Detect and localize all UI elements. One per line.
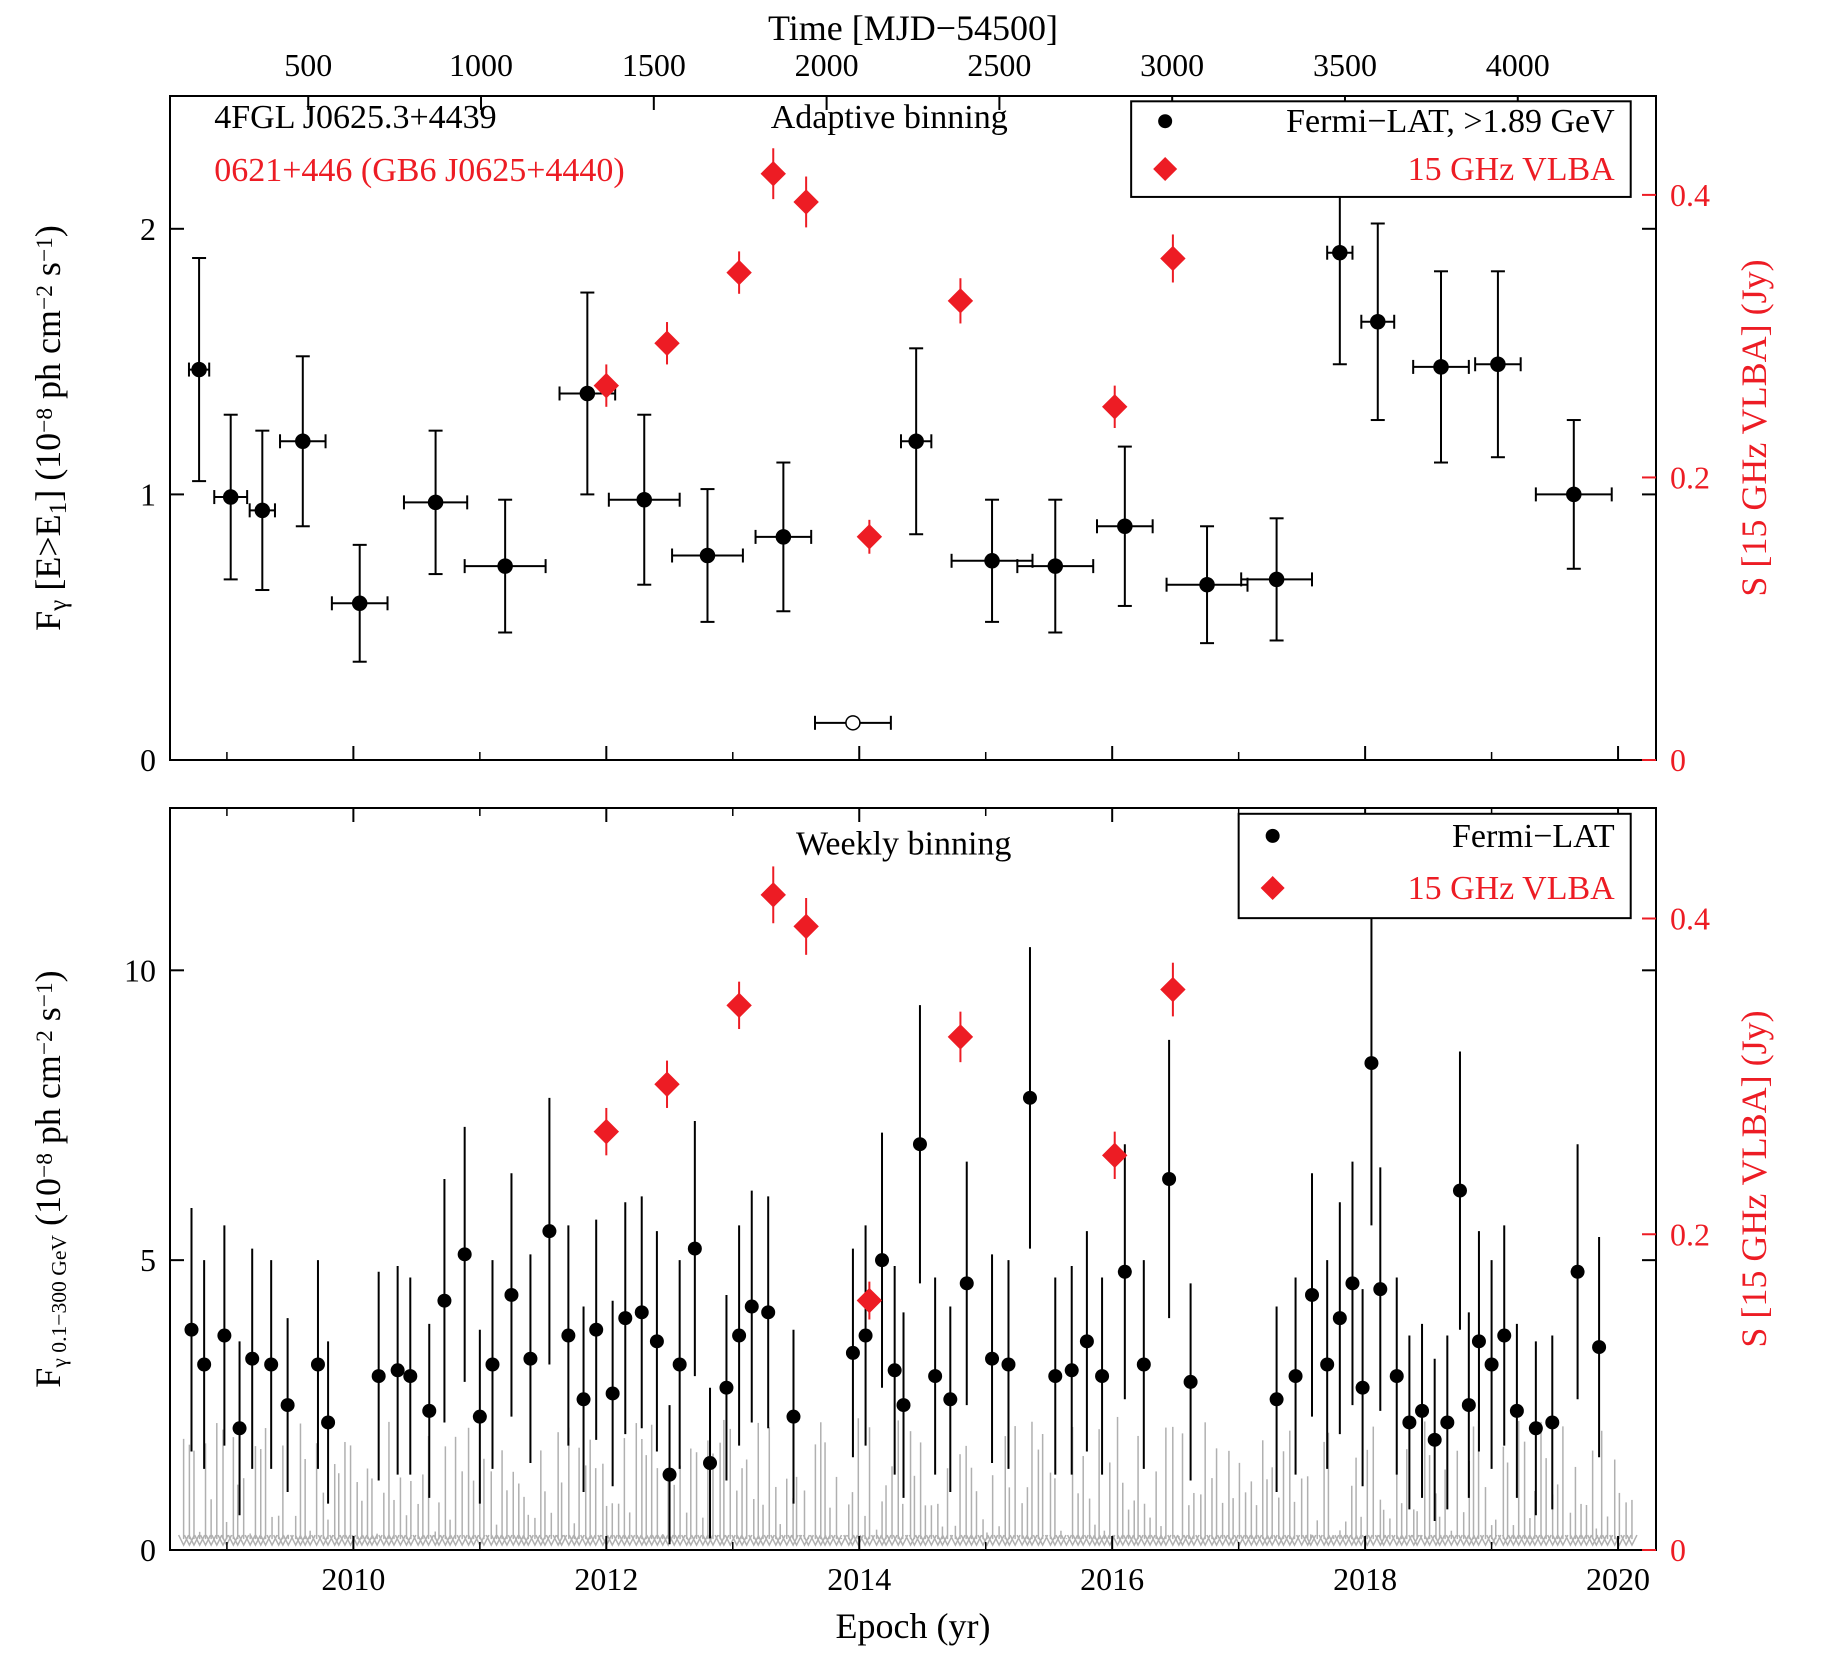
svg-text:0: 0 bbox=[140, 1532, 156, 1568]
svg-text:0621+446 (GB6 J0625+4440): 0621+446 (GB6 J0625+4440) bbox=[214, 152, 624, 189]
svg-text:4000: 4000 bbox=[1486, 47, 1550, 83]
svg-text:0.4: 0.4 bbox=[1670, 901, 1710, 937]
svg-text:2: 2 bbox=[140, 211, 156, 247]
svg-text:0: 0 bbox=[1670, 742, 1686, 778]
svg-text:2020: 2020 bbox=[1586, 1561, 1650, 1597]
svg-text:10: 10 bbox=[124, 952, 156, 988]
svg-text:2500: 2500 bbox=[967, 47, 1031, 83]
svg-text:0.2: 0.2 bbox=[1670, 459, 1710, 495]
svg-text:Time [MJD−54500]: Time [MJD−54500] bbox=[768, 8, 1058, 48]
svg-text:3000: 3000 bbox=[1140, 47, 1204, 83]
svg-text:0: 0 bbox=[1670, 1532, 1686, 1568]
svg-text:2010: 2010 bbox=[321, 1561, 385, 1597]
svg-text:2012: 2012 bbox=[574, 1561, 638, 1597]
svg-text:15 GHz VLBA: 15 GHz VLBA bbox=[1408, 151, 1616, 188]
svg-text:500: 500 bbox=[284, 47, 332, 83]
svg-text:Fermi−LAT, >1.89 GeV: Fermi−LAT, >1.89 GeV bbox=[1286, 103, 1615, 140]
svg-text:Epoch (yr): Epoch (yr) bbox=[836, 1606, 991, 1646]
svg-text:3500: 3500 bbox=[1313, 47, 1377, 83]
svg-text:S [15 GHz VLBA] (Jy): S [15 GHz VLBA] (Jy) bbox=[1734, 259, 1774, 596]
svg-text:Adaptive binning: Adaptive binning bbox=[771, 99, 1008, 136]
svg-text:Weekly binning: Weekly binning bbox=[796, 825, 1011, 862]
svg-text:5: 5 bbox=[140, 1242, 156, 1278]
svg-text:2018: 2018 bbox=[1333, 1561, 1397, 1597]
svg-text:0.4: 0.4 bbox=[1670, 177, 1710, 213]
svg-text:1500: 1500 bbox=[622, 47, 686, 83]
svg-text:15 GHz VLBA: 15 GHz VLBA bbox=[1408, 870, 1616, 907]
svg-text:4FGL J0625.3+4439: 4FGL J0625.3+4439 bbox=[214, 99, 496, 136]
svg-text:1: 1 bbox=[140, 476, 156, 512]
svg-text:0.2: 0.2 bbox=[1670, 1216, 1710, 1252]
svg-text:S [15 GHz VLBA] (Jy): S [15 GHz VLBA] (Jy) bbox=[1734, 1010, 1774, 1347]
svg-text:2016: 2016 bbox=[1080, 1561, 1144, 1597]
svg-text:Fγ 0.1−300 GeV (10−8 ph cm−2 s: Fγ 0.1−300 GeV (10−8 ph cm−2 s−1) bbox=[28, 970, 71, 1387]
svg-text:1000: 1000 bbox=[449, 47, 513, 83]
svg-text:Fγ [E>E1] (10−8 ph cm−2 s−1): Fγ [E>E1] (10−8 ph cm−2 s−1) bbox=[28, 225, 72, 631]
svg-text:2000: 2000 bbox=[795, 47, 859, 83]
svg-text:2014: 2014 bbox=[827, 1561, 891, 1597]
svg-text:0: 0 bbox=[140, 742, 156, 778]
svg-text:Fermi−LAT: Fermi−LAT bbox=[1452, 818, 1615, 855]
